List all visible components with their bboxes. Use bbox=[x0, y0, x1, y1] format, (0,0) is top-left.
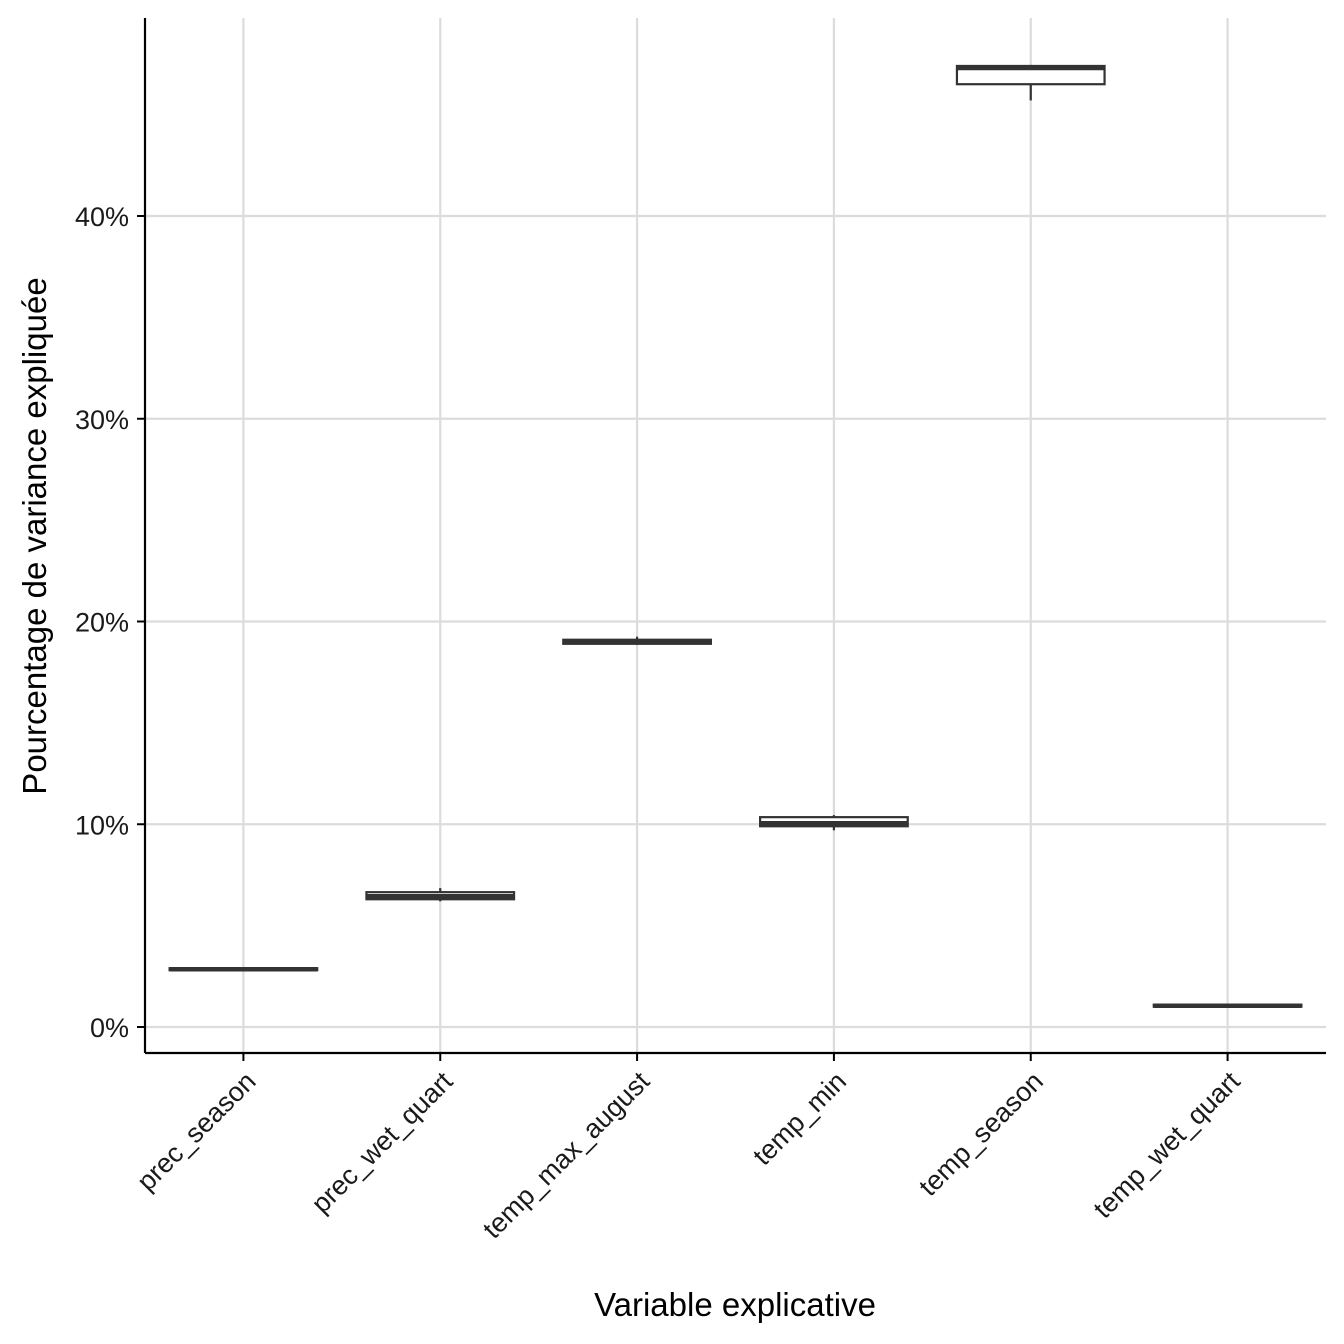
x-tick-label: prec_season bbox=[131, 1066, 262, 1197]
y-tick-label: 40% bbox=[75, 202, 129, 232]
box-temp_season bbox=[955, 64, 1106, 101]
x-tick-label: prec_wet_quart bbox=[306, 1066, 459, 1219]
label-layer: 0%10%20%30%40%prec_season prec_wet_quart t… bbox=[75, 202, 1246, 1244]
axis-layer bbox=[143, 18, 1326, 1055]
x-tick-label: temp_season bbox=[913, 1066, 1049, 1202]
box-layer bbox=[168, 64, 1303, 1008]
y-tick-label: 0% bbox=[90, 1013, 129, 1043]
box-temp_max_august bbox=[562, 636, 712, 645]
x-tick-label: temp_min bbox=[747, 1066, 852, 1171]
box-prec_season bbox=[168, 966, 319, 972]
box-temp_min bbox=[759, 815, 909, 831]
box-temp_wet_quart bbox=[1152, 1003, 1303, 1008]
y-axis-title: Pourcentage de variance expliquée bbox=[16, 277, 53, 794]
x-tick-label: temp_wet_quart bbox=[1088, 1066, 1246, 1224]
grid-layer bbox=[145, 18, 1326, 1053]
x-tick-label: temp_max_august bbox=[477, 1066, 656, 1245]
y-tick-label: 10% bbox=[75, 810, 129, 840]
box-prec_wet_quart bbox=[365, 888, 516, 902]
y-tick-label: 20% bbox=[75, 608, 129, 638]
y-tick-label: 30% bbox=[75, 405, 129, 435]
x-axis-title: Variable explicative bbox=[594, 1286, 876, 1323]
